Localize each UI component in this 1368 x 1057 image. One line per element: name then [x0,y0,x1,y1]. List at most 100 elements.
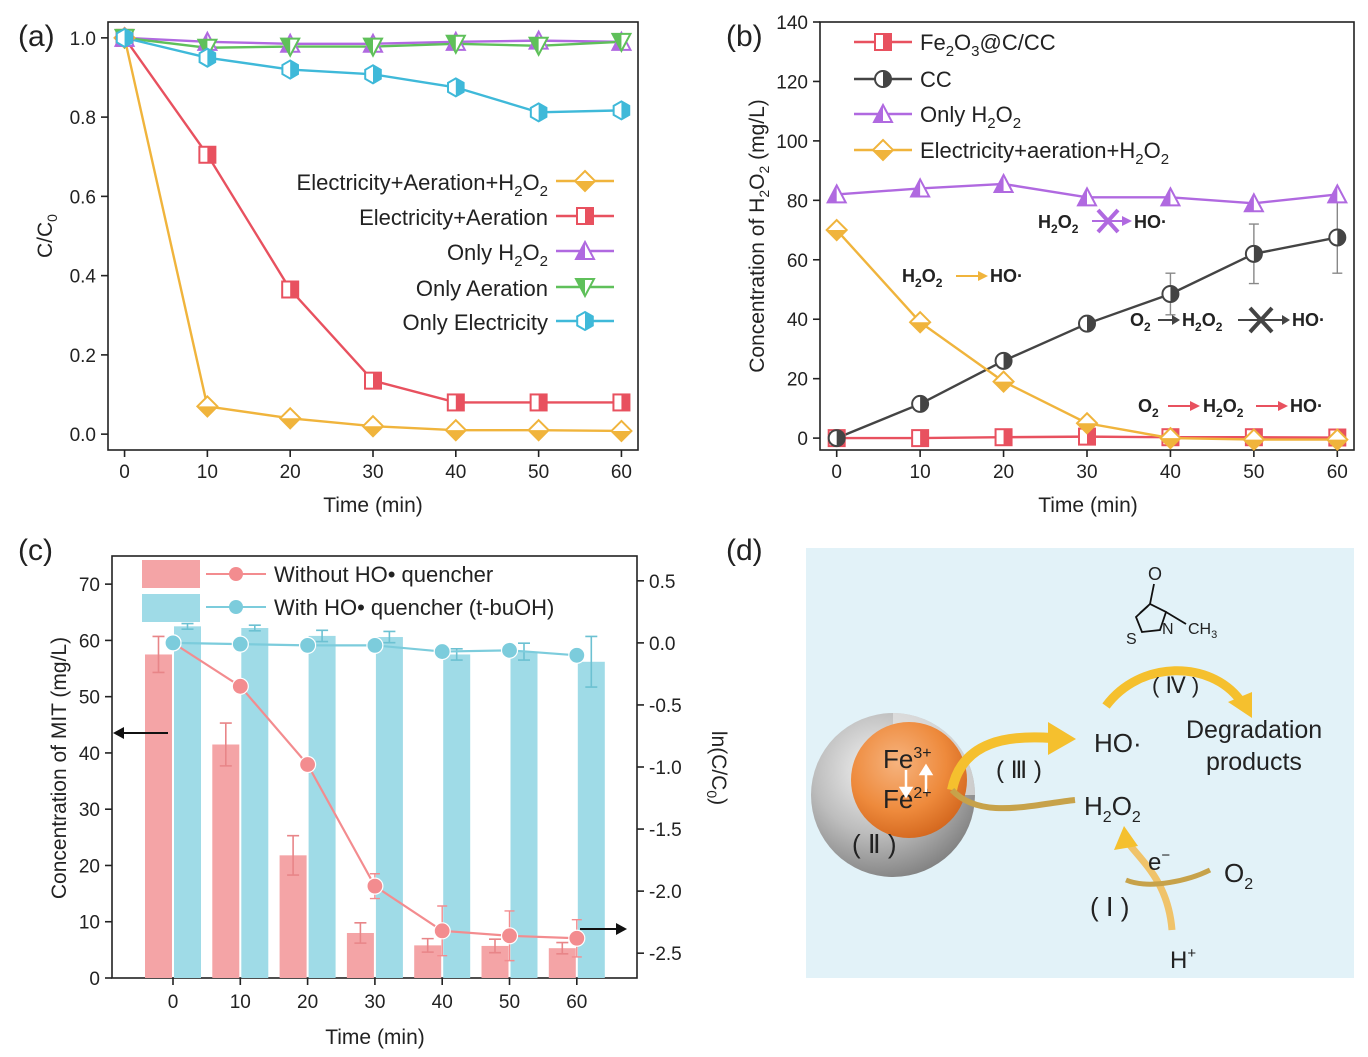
data-point [992,370,1015,394]
data-point [361,414,385,438]
mit-oxygen: O [1148,564,1162,584]
data-point [527,418,551,442]
h2o2-label: H2O2 [1084,791,1141,826]
redox-arrows [898,763,934,799]
panel-c-y-title: Concentration of MIT (mg/L) [48,637,71,899]
y2-tick-label: -1.0 [649,758,682,779]
legend-marker [574,239,596,260]
y-tick-label: 0 [89,969,100,990]
annotation-o2-blocked: O2 H2O2 HO· [1130,306,1325,334]
bar-error [489,938,501,954]
iron-oxide-core [851,722,967,838]
x-tick-label: 20 [280,462,301,483]
data-point [364,371,382,390]
electron-label: e− [1148,847,1170,876]
data-point [444,418,468,442]
data-point [366,877,384,895]
bar-error [383,630,396,644]
x-tick-label: 0 [831,462,842,483]
legend-a-entry-5: Only Electricity [403,310,548,335]
data-point [826,183,848,204]
data-point [281,59,299,80]
degradation-label: Degradation [1186,716,1322,744]
bar-error [316,629,329,643]
step-2-label: ( Ⅱ ) [852,829,897,859]
legend-b-entry-3: Only H2O2 [920,102,1021,132]
y-tick-label: 10 [79,913,100,934]
y-tick-label: 0.8 [70,108,96,129]
y-tick-label: 0.0 [70,425,96,446]
panel-b-x-title: Time (min) [1038,494,1138,517]
proton-label: H+ [1170,945,1196,974]
arrow-step-3 [947,732,1053,792]
y-tick-label: 60 [79,631,100,652]
bar-with-quencher [375,637,403,978]
data-point [446,393,465,412]
y-tick-label: 0.6 [70,187,96,208]
mit-nitrogen: N [1162,621,1174,638]
y2-tick-label: -0.5 [649,696,682,717]
data-point [445,34,467,55]
step-3-label: ( Ⅲ ) [996,757,1042,784]
ho-radical-label: HO· [1094,728,1142,758]
y-tick-label: 0.2 [70,346,96,367]
panel-c-x-title: Time (min) [325,1026,425,1049]
x-tick-label: 50 [528,462,549,483]
bar-with-quencher [174,626,201,978]
data-point [164,634,182,652]
annotation-o2-to-ho: O2 H2O2 HO· [1138,396,1323,420]
step-4-label: ( Ⅳ ) [1152,673,1199,698]
bar-without-quencher [145,654,172,978]
y2-tick-label: 0.5 [649,572,675,593]
legend-c-bar-swatch-2 [142,594,200,622]
x-tick-label: 40 [445,462,466,483]
data-point [364,64,382,85]
x-tick-label: 30 [364,992,385,1013]
x-tick-label: 40 [432,992,453,1013]
data-point [366,636,384,654]
data-point [1243,192,1265,213]
data-point [433,922,451,940]
data-point [908,310,932,334]
legend-marker [573,169,597,193]
legend-marker [874,70,892,88]
data-point [433,642,451,661]
data-point [299,755,317,774]
bar-without-quencher [212,744,240,978]
bar-error [219,722,232,767]
panel-a-legend: Electricity+Aeration+H2O2 Electricity+Ae… [297,169,614,335]
legend-b-entry-2: CC [920,67,952,92]
data-point [299,636,317,654]
y-tick-label: 40 [787,310,808,331]
y-tick-label: 0 [797,429,808,450]
panel-b-chart: (b) 0 10 20 30 40 50 60 0 20 40 60 80 100 120 140 Time… [726,13,1355,517]
data-point [231,677,249,695]
bar-error [421,937,434,953]
y-tick-label: 120 [776,72,808,93]
x-tick-label: 20 [993,462,1014,483]
data-point [279,37,301,58]
bar-error [181,622,194,630]
legend-c-marker-1 [229,567,243,581]
legend-a-entry-2: Electricity+Aeration [359,205,548,230]
y2-tick-label: 0.0 [649,634,675,655]
y-tick-label: 140 [776,13,808,34]
y2-tick-label: -2.0 [649,882,682,903]
x-tick-label: 0 [168,992,179,1013]
svg-text:HO·: HO· [990,266,1023,286]
y-tick-label: 80 [787,191,808,212]
svg-text:H2O2: H2O2 [1038,212,1079,236]
x-tick-label: 20 [297,992,318,1013]
bar-error [585,635,598,688]
data-point [527,36,550,57]
mit-methyl: CH3 [1188,621,1217,641]
bar-with-quencher [443,654,471,978]
data-point [1244,244,1263,263]
data-point [612,393,631,412]
y-tick-label: 20 [79,856,100,877]
panel-c-y2-title: ln(C/C0) [704,731,730,805]
mit-sulfur: S [1126,631,1137,648]
data-point [362,37,384,58]
y-tick-label: 50 [79,688,100,709]
y-tick-label: 100 [776,132,808,153]
